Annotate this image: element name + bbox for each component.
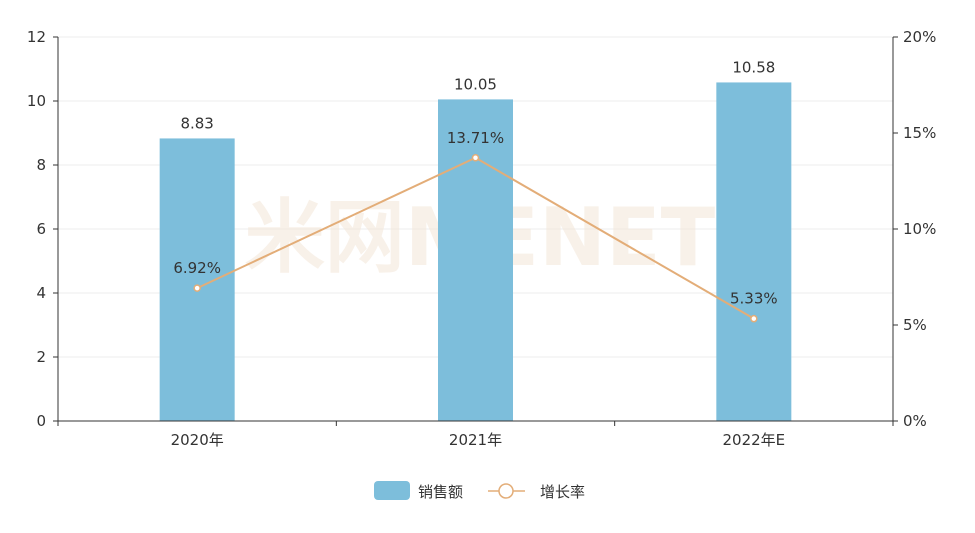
y-right-tick-label: 10% — [903, 220, 936, 238]
bar-value-label: 8.83 — [180, 114, 213, 132]
bar — [438, 99, 513, 422]
y-left-tick-label: 8 — [36, 156, 46, 174]
y-right-tick-label: 20% — [903, 28, 936, 46]
x-tick-label: 2021年 — [449, 431, 502, 449]
legend-item-sales[interactable]: 销售额 — [374, 481, 463, 501]
bar-series — [159, 82, 792, 422]
y-right-tick-label: 15% — [903, 124, 936, 142]
axes: 0 2 4 6 8 10 12 0% 5% 10% 15% 20% 2020年 2021年 2022年E — [27, 28, 936, 449]
y-right-tick-label: 5% — [903, 316, 927, 334]
line-point — [193, 284, 201, 292]
bar-value-label: 10.58 — [732, 58, 775, 76]
line-value-label: 6.92% — [173, 259, 221, 277]
legend-item-growth[interactable]: 增长率 — [488, 483, 585, 501]
y-left-tick-label: 0 — [36, 412, 46, 430]
y-left-tick-label: 4 — [36, 284, 46, 302]
bar — [159, 138, 235, 421]
line-series — [193, 154, 758, 323]
legend-bar-swatch — [374, 481, 410, 500]
legend-label-sales: 销售额 — [418, 483, 463, 501]
y-left-tick-label: 12 — [27, 28, 46, 46]
line-point — [750, 314, 758, 323]
y-right-tick-label: 0% — [903, 412, 927, 430]
y-left-tick-label: 6 — [36, 220, 46, 238]
legend[interactable]: 销售额 增长率 — [374, 481, 585, 501]
x-tick-label: 2020年 — [171, 431, 224, 449]
legend-circle-marker-icon — [498, 483, 514, 499]
data-labels: 8.83 10.05 10.58 6.92% 13.71% 5.33% — [173, 58, 777, 307]
line-value-label: 5.33% — [730, 290, 778, 308]
bar-value-label: 10.05 — [454, 75, 497, 93]
line-value-label: 13.71% — [447, 129, 504, 147]
legend-label-growth: 增长率 — [540, 483, 585, 501]
y-left-tick-label: 2 — [36, 348, 46, 366]
x-tick-label: 2022年E — [723, 431, 786, 449]
bar — [716, 82, 792, 421]
line-point — [471, 154, 480, 162]
y-left-tick-label: 10 — [27, 92, 46, 110]
